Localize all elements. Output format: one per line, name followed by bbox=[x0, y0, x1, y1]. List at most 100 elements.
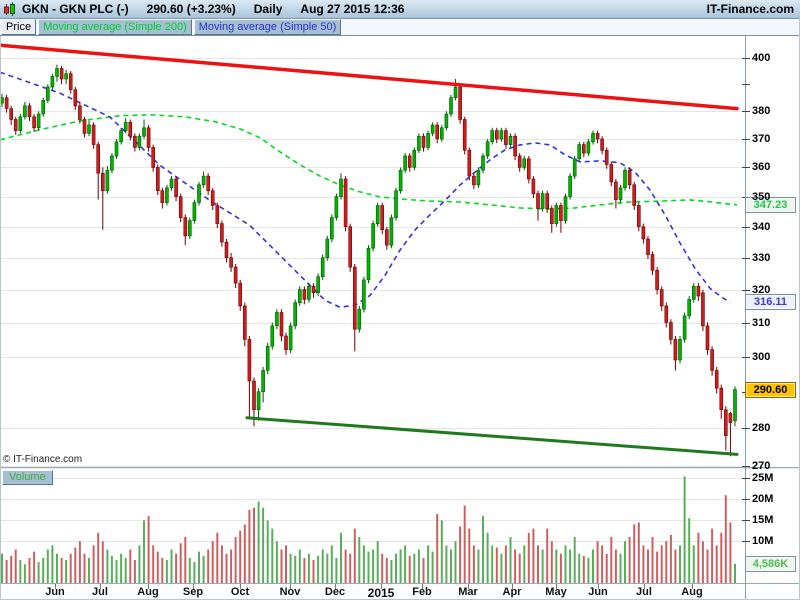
candle bbox=[36, 113, 41, 129]
month-label: Nov bbox=[279, 586, 301, 598]
volume-bar bbox=[275, 541, 278, 583]
volume-bar bbox=[124, 557, 127, 583]
volume-bar bbox=[367, 551, 370, 583]
volume-bar bbox=[555, 549, 558, 583]
volume-bar bbox=[408, 555, 411, 583]
candle bbox=[297, 289, 302, 304]
volume-bar bbox=[587, 557, 590, 583]
watermark: IT-Finance.com bbox=[706, 2, 794, 16]
candle bbox=[311, 285, 316, 294]
volume-bar bbox=[46, 549, 49, 583]
candle bbox=[678, 339, 682, 361]
volume-bar bbox=[101, 541, 104, 583]
candle bbox=[659, 289, 664, 307]
candle bbox=[444, 113, 449, 129]
volume-bar bbox=[129, 549, 132, 583]
candle bbox=[165, 187, 169, 203]
candle bbox=[206, 175, 210, 192]
volume-bar bbox=[482, 516, 484, 583]
candle bbox=[256, 391, 261, 411]
candle bbox=[366, 248, 371, 281]
volume-bar bbox=[679, 545, 681, 583]
volume-bar bbox=[454, 541, 457, 583]
volume-bar bbox=[344, 549, 347, 583]
ma50-line bbox=[0, 71, 731, 309]
title-bar: GKN - GKN PLC (-) 290.60 (+3.23%) Daily … bbox=[0, 0, 800, 19]
volume-bar bbox=[188, 557, 191, 583]
candle bbox=[513, 135, 517, 157]
candle bbox=[302, 289, 307, 300]
volume-bar bbox=[211, 541, 214, 583]
candle bbox=[398, 170, 403, 192]
candle bbox=[719, 387, 724, 411]
volume-bar bbox=[285, 545, 287, 583]
candle bbox=[320, 257, 325, 278]
candle bbox=[151, 147, 155, 168]
volume-bar bbox=[170, 549, 173, 583]
volume-bar bbox=[445, 545, 448, 583]
ma200-line bbox=[0, 113, 738, 210]
month-label: Feb bbox=[412, 586, 432, 598]
volume-bar bbox=[262, 507, 265, 583]
candle bbox=[595, 133, 600, 140]
candle bbox=[439, 127, 444, 140]
volume-bar bbox=[106, 549, 109, 583]
volume-bar bbox=[573, 537, 576, 583]
volume-bar bbox=[353, 528, 356, 583]
volume-bar bbox=[578, 553, 581, 583]
candle bbox=[430, 124, 435, 134]
candle bbox=[188, 220, 192, 237]
tab-moving-average-200[interactable]: Moving average (Simple 200) bbox=[38, 19, 192, 35]
candle bbox=[146, 127, 151, 148]
candle bbox=[210, 190, 215, 206]
candle bbox=[604, 149, 609, 165]
volume-bar bbox=[266, 520, 269, 583]
volume-pane-label[interactable]: Volume bbox=[2, 470, 53, 485]
candle bbox=[701, 292, 705, 327]
volume-bar bbox=[450, 549, 452, 583]
volume-bar bbox=[610, 537, 613, 583]
volume-bar bbox=[633, 524, 636, 583]
month-label: Jun bbox=[588, 586, 608, 598]
volume-bar bbox=[115, 560, 118, 583]
candle bbox=[357, 308, 362, 330]
candle bbox=[348, 226, 353, 268]
volume-bar bbox=[715, 545, 718, 583]
volume-bar bbox=[60, 557, 63, 583]
candle bbox=[572, 158, 577, 177]
volume-bar bbox=[569, 549, 572, 583]
candle bbox=[50, 76, 55, 88]
volume-bar bbox=[321, 549, 324, 583]
volume-bar bbox=[74, 547, 77, 583]
candle bbox=[421, 135, 426, 148]
tab-price[interactable]: Price bbox=[1, 19, 37, 35]
volume-bar bbox=[51, 545, 54, 583]
volume-bar bbox=[143, 520, 145, 583]
candle bbox=[275, 312, 279, 327]
left-border bbox=[0, 36, 1, 599]
volume-bar bbox=[156, 551, 159, 583]
candle bbox=[329, 217, 334, 240]
volume-bar bbox=[463, 505, 466, 583]
candle bbox=[462, 119, 467, 151]
volume-bar bbox=[592, 549, 594, 583]
tab-moving-average-50[interactable]: Moving average (Simple 50) bbox=[193, 19, 342, 35]
volume-bar bbox=[724, 495, 727, 583]
price-tick-label: 370 bbox=[752, 133, 771, 145]
volume-bar bbox=[161, 557, 164, 583]
volume-bar bbox=[37, 562, 40, 583]
volume-bar bbox=[459, 526, 462, 583]
candle bbox=[41, 100, 46, 115]
volume-bar bbox=[14, 549, 17, 583]
candle bbox=[156, 167, 160, 191]
volume-bar bbox=[711, 528, 714, 583]
candle bbox=[293, 302, 298, 327]
candle bbox=[174, 178, 178, 197]
volume-bar bbox=[619, 553, 622, 583]
volume-bar bbox=[42, 557, 45, 583]
candle bbox=[32, 116, 36, 129]
candle bbox=[238, 282, 242, 307]
volume-bar bbox=[23, 564, 26, 583]
volume-bar bbox=[28, 557, 31, 583]
